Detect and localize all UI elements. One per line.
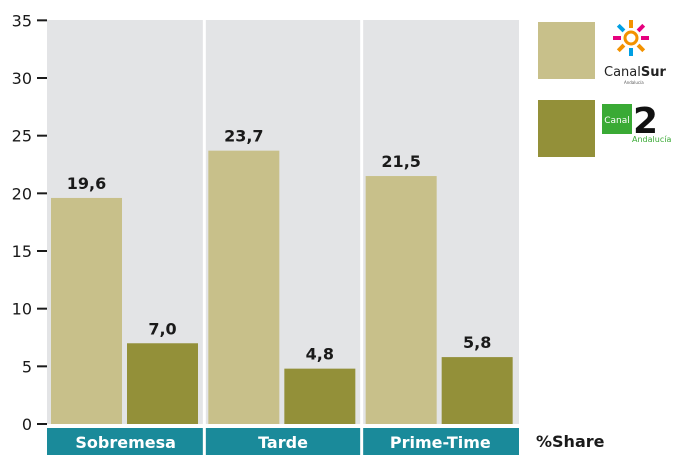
y-tick-label: 10	[12, 300, 32, 319]
value-labels: 19,6 7,0 23,7 4,8 21,5 5,8	[67, 127, 492, 364]
bar-canalsur-sobremesa	[51, 197, 122, 424]
category-band-cell	[47, 428, 203, 455]
bars	[51, 150, 513, 424]
svg-text:CanalSur: CanalSur	[604, 65, 666, 80]
sun-ray	[616, 23, 626, 33]
sun-ray	[636, 23, 646, 33]
y-tick-label: 15	[12, 242, 32, 261]
legend-swatch-canal2	[538, 100, 595, 157]
category-label: Tarde	[258, 433, 308, 452]
sun-ray	[629, 20, 633, 28]
bar-canalsur-tarde	[208, 150, 280, 424]
share-axis-label: %Share	[536, 432, 605, 451]
sun-ray	[636, 43, 646, 53]
y-tick-label: 0	[22, 415, 32, 434]
canal2-logo-icon: Canal 2 Andalucía	[602, 101, 671, 144]
category-band: Sobremesa Tarde Prime-Time	[47, 428, 519, 455]
value-label: 7,0	[148, 319, 176, 338]
bar-canal2-prime-time	[441, 357, 513, 424]
value-label: 4,8	[306, 345, 334, 364]
canalsur-logo-sub: Andalucía	[624, 80, 644, 85]
canalsur-logo-text: Canal	[604, 65, 641, 80]
y-tick-label: 20	[12, 184, 32, 203]
category-label: Prime-Time	[390, 433, 491, 452]
y-tick-label: 35	[12, 11, 32, 30]
canal2-logo-number: 2	[633, 101, 658, 142]
sun-ray	[641, 36, 649, 40]
sun-ray	[629, 48, 633, 56]
canalsur-sun-logo-icon: CanalSur Andalucía	[604, 20, 666, 85]
bar-canalsur-prime-time	[365, 176, 437, 424]
canal2-logo-sub: Andalucía	[632, 135, 671, 144]
y-axis: 0 5 10 15 20 25 30 35	[12, 11, 47, 434]
value-label: 23,7	[224, 127, 263, 146]
value-label: 5,8	[463, 333, 491, 352]
canal2-logo-box-text: Canal	[604, 116, 630, 126]
sun-ray	[616, 43, 626, 53]
value-label: 21,5	[381, 152, 420, 171]
y-tick-label: 30	[12, 69, 32, 88]
sun-ray	[613, 36, 621, 40]
category-label: Sobremesa	[75, 433, 176, 452]
legend: CanalSur Andalucía Canal 2 Andalucía	[538, 20, 671, 157]
plot-background	[47, 20, 519, 424]
canalsur-logo-bold: Sur	[641, 65, 667, 80]
category-band-cell	[205, 428, 361, 455]
y-tick-label: 25	[12, 127, 32, 146]
value-label: 19,6	[67, 174, 106, 193]
y-tick-label: 5	[22, 357, 32, 376]
bar-canal2-tarde	[284, 368, 356, 424]
bar-canal2-sobremesa	[127, 343, 198, 424]
category-band-cell	[363, 428, 519, 455]
legend-swatch-canalsur	[538, 22, 595, 79]
